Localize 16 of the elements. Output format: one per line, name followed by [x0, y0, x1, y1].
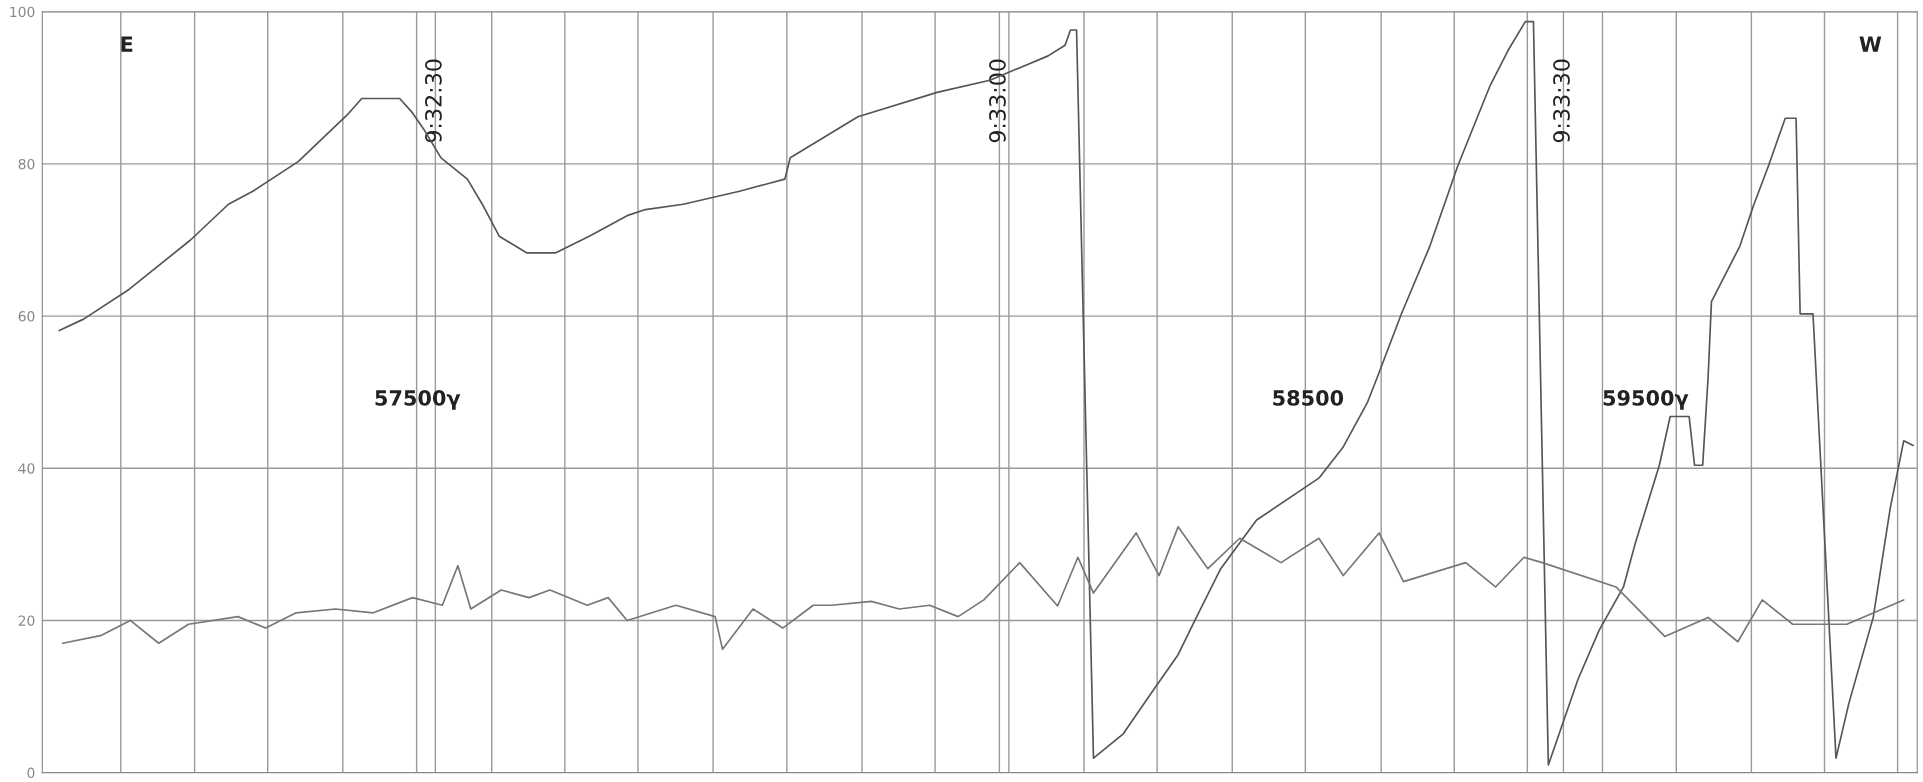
x-tick-label: 9:33:30: [1553, 59, 1570, 143]
line-series: [58, 20, 1915, 766]
annotation: 57500γ: [375, 390, 461, 410]
line-series: [61, 526, 1905, 651]
annotation: E: [121, 36, 133, 52]
y-tick-label: 60: [18, 311, 35, 322]
y-tick-label: 80: [18, 158, 35, 170]
y-tick-label: 0: [27, 767, 35, 779]
annotation: 58500: [1273, 390, 1344, 406]
x-tick-label: 9:32:30: [425, 59, 442, 143]
y-tick-label: 40: [18, 463, 35, 474]
annotation: 59500γ: [1603, 390, 1689, 410]
x-tick-label: 9:33:00: [989, 59, 1006, 143]
y-tick-label: 100: [10, 6, 35, 18]
y-tick-label: 20: [18, 615, 35, 626]
annotation: W: [1859, 36, 1882, 52]
